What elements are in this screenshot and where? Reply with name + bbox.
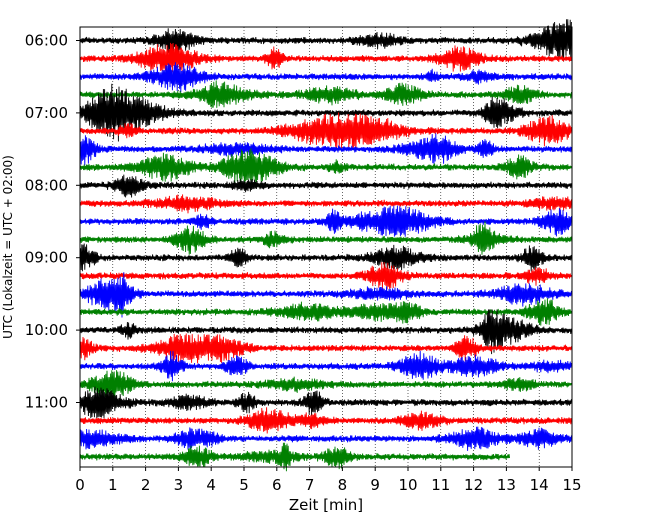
seismic-trace [79, 407, 572, 434]
seismic-trace [79, 350, 572, 382]
seismic-trace [79, 272, 572, 318]
y-tick-label: 08:00 [25, 176, 68, 194]
x-tick-label: 14 [530, 476, 549, 494]
seismic-trace [79, 194, 572, 214]
seismic-trace [79, 19, 572, 62]
seismic-trace [79, 298, 572, 326]
seismic-trace [79, 370, 572, 401]
y-tick-label: 11:00 [25, 394, 68, 412]
seismic-trace [79, 133, 572, 166]
x-tick-label: 9 [370, 476, 380, 494]
seismic-trace [79, 42, 572, 76]
x-tick-label: 2 [141, 476, 151, 494]
x-axis-label: Zeit [min] [289, 496, 363, 514]
seismic-trace [79, 333, 572, 364]
y-axis-ticks: 06:00 07:00 08:00 09:00 10:00 11:00 [25, 32, 80, 412]
x-tick-label: 6 [272, 476, 282, 494]
y-tick-label: 07:00 [25, 104, 68, 122]
y-tick-label: 10:00 [25, 321, 68, 339]
y-tick-label: 06:00 [25, 32, 68, 50]
seismic-trace [79, 309, 572, 355]
seismic-trace [79, 262, 572, 290]
seismic-trace [79, 221, 572, 255]
x-tick-label: 1 [108, 476, 118, 494]
seismic-trace [79, 62, 572, 93]
x-tick-label: 7 [305, 476, 315, 494]
seismic-trace [79, 112, 572, 150]
x-tick-label: 10 [398, 476, 417, 494]
seismic-trace [79, 148, 572, 187]
x-tick-label: 8 [338, 476, 348, 494]
seismic-trace [79, 442, 511, 472]
x-tick-label: 11 [431, 476, 450, 494]
seismic-trace [79, 243, 572, 272]
x-tick-label: 12 [464, 476, 483, 494]
seismic-trace [79, 174, 572, 198]
x-gridlines [112, 27, 540, 467]
seismic-traces [79, 19, 572, 472]
seismic-trace [79, 386, 572, 419]
x-tick-label: 15 [562, 476, 581, 494]
x-tick-label: 4 [206, 476, 216, 494]
seismic-trace [79, 83, 572, 142]
x-tick-label: 13 [497, 476, 516, 494]
y-tick-label: 09:00 [25, 249, 68, 267]
x-tick-label: 3 [174, 476, 184, 494]
x-axis-ticks: 0 1 2 3 4 5 6 7 8 9 10 11 12 13 14 15 [75, 467, 582, 494]
seismic-trace [79, 205, 572, 237]
seismic-trace [79, 426, 572, 451]
plot-frame [79, 26, 573, 468]
x-tick-label: 0 [75, 476, 85, 494]
y-axis-label: UTC (Lokalzeit = UTC + 02:00) [1, 155, 15, 339]
seismic-trace [79, 80, 572, 108]
x-tick-label: 5 [239, 476, 249, 494]
